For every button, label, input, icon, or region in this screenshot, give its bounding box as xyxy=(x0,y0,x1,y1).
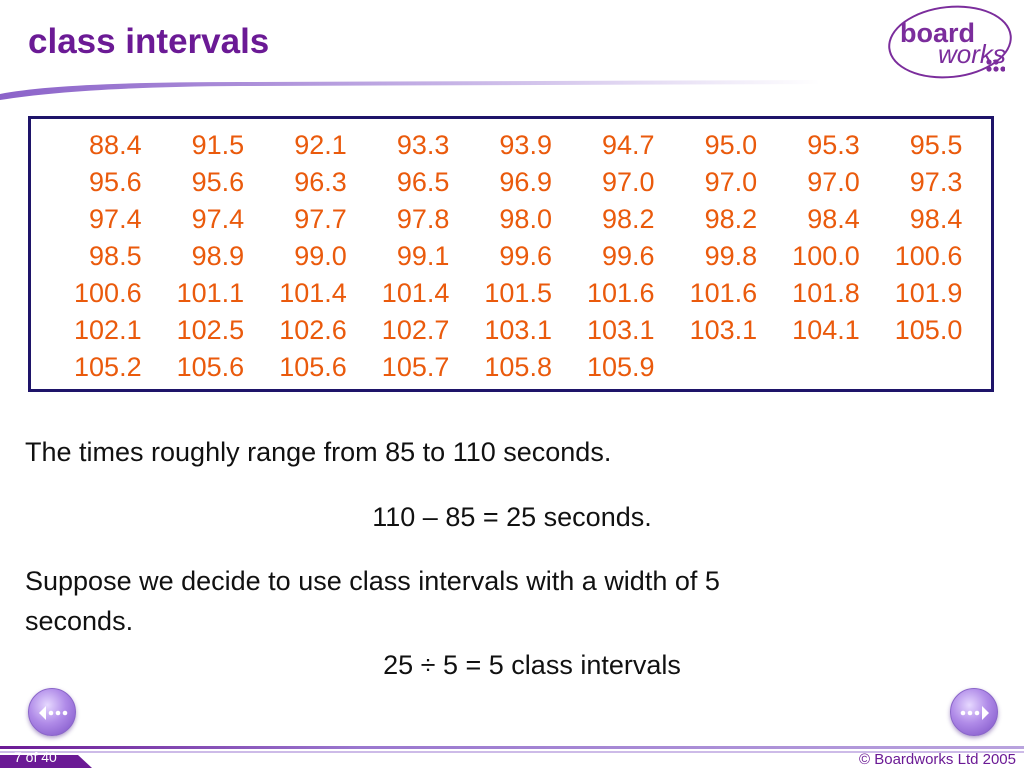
table-cell: 102.1 xyxy=(74,315,142,345)
table-cell: 94.7 xyxy=(602,130,655,160)
table-cell: 97.4 xyxy=(89,204,142,234)
back-arrow-icon xyxy=(39,706,68,720)
table-cell: 96.3 xyxy=(294,167,347,197)
table-cell: 97.0 xyxy=(807,167,860,197)
table-row: 100.6 101.1 101.4 101.4 101.5 101.6 101.6 101.8… xyxy=(39,275,962,312)
table-cell: 92.1 xyxy=(294,130,347,160)
table-cell: 101.5 xyxy=(484,278,552,308)
next-slide-button[interactable] xyxy=(950,688,998,736)
table-cell: 88.4 xyxy=(89,130,142,160)
table-cell: 100.6 xyxy=(894,241,963,271)
table-cell: 103.1 xyxy=(689,315,758,345)
table-cell: 95.0 xyxy=(704,130,758,160)
table-cell: 105.6 xyxy=(176,352,245,382)
table-cell: 97.4 xyxy=(191,204,245,234)
table-cell: 101.1 xyxy=(176,278,245,308)
table-cell: 95.6 xyxy=(191,167,245,197)
table-cell: 93.9 xyxy=(499,130,552,160)
table-cell: 100.6 xyxy=(74,278,142,308)
table-row: 97.4 97.4 97.7 97.8 98.0 98.2 98.2 98.4 98.4 xyxy=(39,201,962,238)
table-cell: 101.9 xyxy=(894,278,963,308)
table-cell: 103.1 xyxy=(586,315,655,345)
table-cell: 105.8 xyxy=(484,352,552,382)
boardworks-logo: board works xyxy=(884,0,1016,85)
table-cell: 98.5 xyxy=(89,241,142,271)
table-cell: 105.7 xyxy=(381,352,450,382)
footer-bar xyxy=(0,746,1024,768)
range-statement: The times roughly range from 85 to 110 s… xyxy=(25,437,612,467)
table-cell: 99.6 xyxy=(602,241,655,271)
table-cell: 105.6 xyxy=(279,352,347,382)
table-cell: 97.8 xyxy=(396,204,450,234)
interval-statement-line2: seconds. xyxy=(25,606,134,636)
table-cell: 95.5 xyxy=(909,130,963,160)
table-cell: 101.4 xyxy=(381,278,450,308)
table-cell: 97.7 xyxy=(294,204,347,234)
interval-calculation: 25 ÷ 5 = 5 class intervals xyxy=(383,650,681,680)
table-row: 98.5 98.9 99.0 99.1 99.6 99.6 99.8 100.0 100.6 xyxy=(39,238,962,275)
table-cell: 99.6 xyxy=(499,241,552,271)
table-cell: 95.6 xyxy=(89,167,142,197)
table-cell: 98.9 xyxy=(191,241,245,271)
table-cell: 105.0 xyxy=(894,315,963,345)
table-cell: 93.3 xyxy=(396,130,450,160)
table-cell: 97.0 xyxy=(704,167,758,197)
table-cell: 95.3 xyxy=(807,130,860,160)
table-cell: 99.8 xyxy=(704,241,758,271)
table-cell: 97.0 xyxy=(602,167,655,197)
table-cell: 99.1 xyxy=(396,241,450,271)
title-underline xyxy=(0,80,820,100)
table-cell: 101.6 xyxy=(586,278,655,308)
table-row: 105.2 105.6 105.6 105.7 105.8 105.9 xyxy=(39,349,962,386)
table-cell: 98.4 xyxy=(807,204,860,234)
table-cell: 102.7 xyxy=(381,315,450,345)
interval-statement-line1: Suppose we decide to use class intervals… xyxy=(25,566,720,596)
table-cell: 97.3 xyxy=(909,167,963,197)
table-cell: 101.4 xyxy=(279,278,347,308)
table-cell: 98.0 xyxy=(499,204,552,234)
table-cell: 91.5 xyxy=(191,130,245,160)
table-cell: 101.6 xyxy=(689,278,758,308)
logo-word-board: board xyxy=(900,18,976,48)
slide-title: class intervals xyxy=(28,22,270,61)
table-cell xyxy=(860,349,963,386)
range-calculation: 110 – 85 = 25 seconds. xyxy=(372,502,652,532)
table-cell: 100.0 xyxy=(792,241,860,271)
table-cell xyxy=(757,349,860,386)
table-row: 95.6 95.6 96.3 96.5 96.9 97.0 97.0 97.0 97.3 xyxy=(39,164,962,201)
previous-slide-button[interactable] xyxy=(28,688,76,736)
table-cell: 98.2 xyxy=(704,204,758,234)
times-table: 88.4 91.5 92.1 93.3 93.9 94.7 95.0 95.3 95.5 95.6… xyxy=(39,127,962,386)
table-cell: 96.9 xyxy=(499,167,552,197)
table-cell: 102.6 xyxy=(279,315,347,345)
table-cell: 104.1 xyxy=(792,315,860,345)
table-cell: 101.8 xyxy=(792,278,860,308)
table-cell: 98.2 xyxy=(602,204,655,234)
forward-arrow-icon xyxy=(960,706,989,720)
data-box: 88.4 91.5 92.1 93.3 93.9 94.7 95.0 95.3 95.5 95.6… xyxy=(28,116,994,392)
table-cell: 105.9 xyxy=(586,352,655,382)
table-cell: 98.4 xyxy=(909,204,963,234)
table-cell: 103.1 xyxy=(484,315,552,345)
table-cell: 99.0 xyxy=(294,241,347,271)
table-cell: 96.5 xyxy=(396,167,450,197)
table-cell xyxy=(655,349,758,386)
table-row: 102.1 102.5 102.6 102.7 103.1 103.1 103.1 104.1… xyxy=(39,312,962,349)
logo-dots-icon xyxy=(986,59,1005,72)
table-row: 88.4 91.5 92.1 93.3 93.9 94.7 95.0 95.3 95.5 xyxy=(39,127,962,164)
page-counter: 7 of 40 xyxy=(14,749,57,765)
table-cell: 102.5 xyxy=(176,315,245,345)
table-cell: 105.2 xyxy=(74,352,142,382)
copyright: © Boardworks Ltd 2005 xyxy=(859,751,1016,768)
